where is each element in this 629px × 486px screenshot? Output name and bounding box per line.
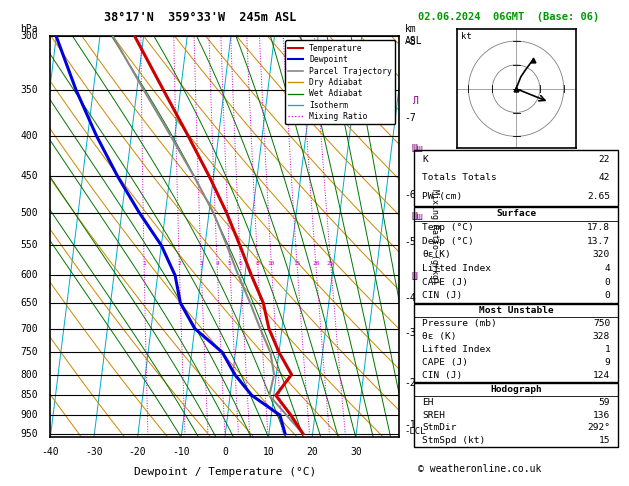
Text: 15: 15	[599, 436, 610, 445]
Text: Ш: Ш	[411, 272, 418, 282]
Text: -30: -30	[85, 448, 103, 457]
Text: SREH: SREH	[422, 411, 445, 419]
Text: 328: 328	[593, 331, 610, 341]
Text: 3: 3	[199, 261, 203, 266]
Text: Temp (°C): Temp (°C)	[422, 223, 474, 232]
Text: -8: -8	[404, 37, 416, 47]
Text: 800: 800	[21, 369, 38, 380]
Text: 750: 750	[21, 347, 38, 357]
Text: -20: -20	[129, 448, 147, 457]
Text: 4: 4	[215, 261, 219, 266]
Text: StmDir: StmDir	[422, 423, 457, 433]
Text: K: K	[422, 155, 428, 163]
Legend: Temperature, Dewpoint, Parcel Trajectory, Dry Adiabat, Wet Adiabat, Isotherm, Mi: Temperature, Dewpoint, Parcel Trajectory…	[285, 40, 396, 124]
Text: 136: 136	[593, 411, 610, 419]
Text: 950: 950	[21, 429, 38, 439]
Text: 320: 320	[593, 250, 610, 260]
Text: 900: 900	[21, 410, 38, 420]
Text: Dewpoint / Temperature (°C): Dewpoint / Temperature (°C)	[134, 468, 316, 477]
Text: 2: 2	[177, 261, 181, 266]
Text: -10: -10	[172, 448, 190, 457]
Text: 350: 350	[21, 85, 38, 95]
Text: StmSpd (kt): StmSpd (kt)	[422, 436, 486, 445]
Text: CIN (J): CIN (J)	[422, 370, 462, 380]
Text: 10: 10	[263, 448, 274, 457]
Text: Dewp (°C): Dewp (°C)	[422, 237, 474, 246]
Text: 850: 850	[21, 390, 38, 400]
Text: 500: 500	[21, 208, 38, 218]
Text: 2.65: 2.65	[587, 192, 610, 201]
Text: 400: 400	[21, 131, 38, 140]
Text: 20: 20	[312, 261, 320, 266]
Text: Lifted Index: Lifted Index	[422, 345, 491, 354]
Text: 42: 42	[599, 173, 610, 182]
Text: 22: 22	[599, 155, 610, 163]
Text: 450: 450	[21, 171, 38, 181]
Text: 59: 59	[599, 398, 610, 407]
Text: Шш: Шш	[411, 212, 423, 222]
Text: -6: -6	[404, 190, 416, 200]
Text: CIN (J): CIN (J)	[422, 292, 462, 300]
Text: θε (K): θε (K)	[422, 331, 457, 341]
Text: -4: -4	[404, 293, 416, 303]
Text: 15: 15	[293, 261, 301, 266]
Text: 292°: 292°	[587, 423, 610, 433]
Text: 750: 750	[593, 319, 610, 328]
Text: 8: 8	[256, 261, 260, 266]
Text: 550: 550	[21, 241, 38, 250]
Text: 0: 0	[222, 448, 228, 457]
Text: PW (cm): PW (cm)	[422, 192, 462, 201]
Text: 1: 1	[604, 345, 610, 354]
Text: Л: Л	[411, 96, 418, 105]
Text: 600: 600	[21, 270, 38, 280]
Text: 02.06.2024  06GMT  (Base: 06): 02.06.2024 06GMT (Base: 06)	[418, 12, 599, 22]
Text: Шш: Шш	[411, 144, 423, 154]
Text: Mixing Ratio (g/kg): Mixing Ratio (g/kg)	[430, 190, 439, 284]
Text: © weatheronline.co.uk: © weatheronline.co.uk	[418, 464, 542, 474]
Text: Most Unstable: Most Unstable	[479, 306, 554, 315]
Text: EH: EH	[422, 398, 433, 407]
Text: -7: -7	[404, 113, 416, 123]
Text: 9: 9	[604, 358, 610, 366]
Text: 650: 650	[21, 298, 38, 308]
Text: Totals Totals: Totals Totals	[422, 173, 497, 182]
Text: 0: 0	[604, 278, 610, 287]
Text: 30: 30	[350, 448, 362, 457]
Text: CAPE (J): CAPE (J)	[422, 358, 468, 366]
Text: -1: -1	[404, 419, 416, 430]
Text: 6: 6	[238, 261, 242, 266]
Text: 700: 700	[21, 324, 38, 333]
Text: 25: 25	[327, 261, 335, 266]
Text: -5: -5	[404, 237, 416, 247]
Text: θε(K): θε(K)	[422, 250, 451, 260]
Text: Lifted Index: Lifted Index	[422, 264, 491, 273]
Text: Pressure (mb): Pressure (mb)	[422, 319, 497, 328]
Text: kt: kt	[461, 32, 472, 41]
Text: 10: 10	[267, 261, 275, 266]
Text: 5: 5	[228, 261, 231, 266]
Text: -2: -2	[404, 378, 416, 388]
Text: 0: 0	[604, 292, 610, 300]
Text: Hodograph: Hodograph	[490, 385, 542, 394]
Text: 4: 4	[604, 264, 610, 273]
Text: 38°17'N  359°33'W  245m ASL: 38°17'N 359°33'W 245m ASL	[104, 12, 297, 24]
Text: km: km	[404, 24, 416, 35]
Text: -40: -40	[42, 448, 59, 457]
Text: -3: -3	[404, 329, 416, 338]
Text: 124: 124	[593, 370, 610, 380]
Text: Surface: Surface	[496, 209, 536, 218]
Text: 20: 20	[306, 448, 318, 457]
Text: 17.8: 17.8	[587, 223, 610, 232]
Text: 13.7: 13.7	[587, 237, 610, 246]
Text: hPa: hPa	[21, 24, 38, 35]
Text: ASL: ASL	[404, 36, 422, 47]
Text: 300: 300	[21, 32, 38, 41]
Text: -LCL: -LCL	[404, 427, 426, 436]
Text: 1: 1	[142, 261, 146, 266]
Text: CAPE (J): CAPE (J)	[422, 278, 468, 287]
